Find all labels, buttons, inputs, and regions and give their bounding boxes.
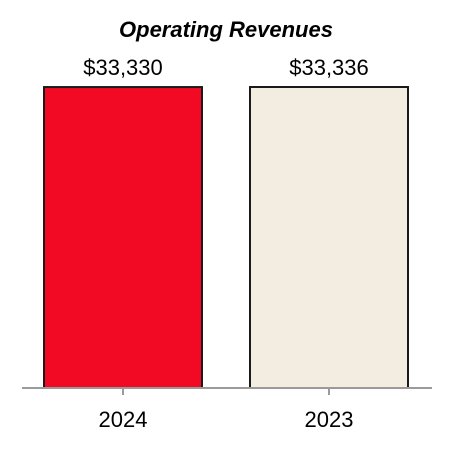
x-axis-ticks: 2024 2023	[99, 388, 354, 432]
bar-2023	[249, 86, 409, 389]
tick-label-2023: 2023	[305, 407, 354, 432]
data-label-2024: $33,330	[83, 55, 163, 80]
tick-label-2024: 2024	[99, 407, 148, 432]
bar-2024	[43, 86, 203, 390]
bars-layer	[43, 86, 409, 390]
data-label-2023: $33,336	[289, 55, 369, 80]
chart-title: Operating Revenues	[119, 17, 333, 42]
data-labels-layer: $33,330 $33,336	[83, 55, 369, 80]
